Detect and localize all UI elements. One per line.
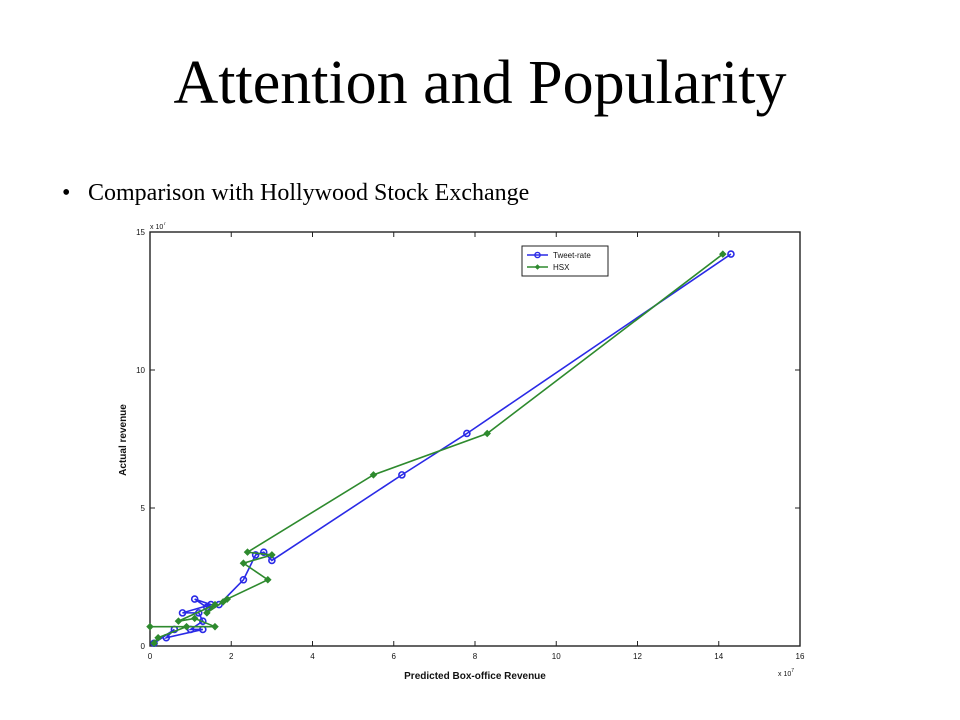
y-tick-label: 10 — [136, 366, 145, 375]
point-hsx — [239, 559, 248, 567]
bullet-mark: • — [62, 180, 71, 206]
y-tick-label: 5 — [141, 504, 146, 513]
legend-label-hsx: HSX — [553, 263, 570, 272]
legend-box — [521, 245, 609, 277]
bullet-text: Comparison with Hollywood Stock Exchange — [88, 180, 530, 206]
y-tick-label: 15 — [136, 228, 145, 237]
point-hsx — [203, 609, 211, 617]
x-tick-label: 12 — [633, 652, 642, 661]
y-axis-multiplier: x 107 — [150, 222, 166, 231]
point-tweet-rate — [239, 575, 248, 584]
x-tick-label: 16 — [796, 652, 805, 661]
series-layer — [146, 250, 735, 648]
point-hsx — [369, 471, 378, 479]
legend-marker-tweet-rate — [534, 251, 541, 259]
point-hsx — [719, 250, 727, 258]
point-tweet-rate — [178, 609, 187, 617]
point-hsx — [483, 429, 491, 438]
point-hsx — [190, 614, 199, 623]
series-line-tweet-rate — [153, 253, 732, 644]
x-tick-label: 0 — [148, 652, 153, 661]
axis-ticks: 0 2 4 6 8 10 12 14 16 0 5 10 15 — [136, 228, 805, 661]
y-tick-label: 0 — [141, 642, 146, 651]
x-axis-multiplier: x 107 — [778, 668, 794, 678]
x-tick-label: 10 — [552, 652, 561, 661]
point-hsx — [243, 548, 252, 556]
point-hsx — [150, 639, 158, 648]
point-hsx — [211, 600, 219, 609]
chart: 0 2 4 6 8 10 12 14 16 0 5 10 15 Tweet-rate HSX Actual… — [118, 222, 805, 682]
point-tweet-rate — [463, 429, 471, 438]
point-tweet-rate — [727, 250, 735, 258]
point-tweet-rate — [190, 595, 199, 603]
bullet-item: • Comparison with Hollywood Stock Exchang… — [62, 181, 529, 205]
point-tweet-rate — [251, 551, 260, 559]
x-tick-label: 6 — [392, 652, 397, 661]
point-hsx — [174, 617, 183, 625]
x-tick-label: 4 — [310, 652, 315, 661]
x-tick-label: 14 — [714, 652, 723, 661]
point-tweet-rate — [398, 471, 406, 479]
x-axis-label: Predicted Box-office Revenue — [404, 671, 546, 682]
point-hsx — [211, 622, 219, 631]
point-hsx — [268, 551, 276, 559]
point-hsx — [154, 633, 162, 642]
point-hsx — [182, 622, 191, 631]
point-tweet-rate — [259, 548, 268, 556]
legend-label-tweet-rate: Tweet-rate — [553, 251, 591, 260]
point-hsx — [219, 598, 227, 606]
slide-title: Attention and Popularity — [173, 49, 787, 117]
legend: Tweet-rate HSX — [521, 245, 609, 277]
plot-area — [149, 231, 801, 647]
x-tick-label: 2 — [229, 652, 234, 661]
point-hsx — [264, 575, 272, 584]
x-tick-label: 8 — [473, 652, 478, 661]
point-hsx — [146, 622, 154, 631]
y-axis-label: Actual revenue — [118, 404, 129, 476]
